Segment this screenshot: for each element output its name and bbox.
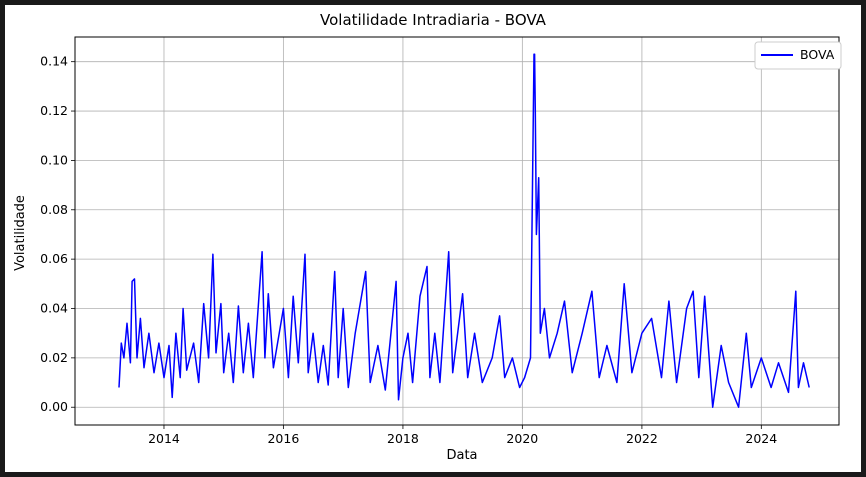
legend: BOVA: [754, 41, 842, 70]
x-tick-label: 2020: [506, 431, 538, 446]
x-tick-label: 2014: [148, 431, 180, 446]
legend-box: [754, 41, 842, 70]
y-axis-ticks: 0.00 0.02 0.04 0.06 0.08 0.10 0.12 0.14: [40, 54, 75, 414]
y-axis-label: Volatilidade: [13, 195, 28, 271]
y-tick-label: 0.10: [40, 152, 68, 167]
series-line-bova: [118, 53, 810, 408]
x-tick-label: 2022: [626, 431, 658, 446]
chart-figure: Volatilidade Intradiaria - BOVA 2014 2016…: [5, 5, 861, 472]
chart-svg: Volatilidade Intradiaria - BOVA 2014 2016…: [13, 11, 842, 463]
series-layer: [118, 53, 810, 408]
x-axis-label: Data: [446, 448, 477, 463]
x-tick-label: 2016: [267, 431, 299, 446]
y-tick-label: 0.04: [40, 301, 68, 316]
legend-label-bova: BOVA: [800, 47, 835, 62]
y-tick-label: 0.02: [40, 350, 68, 365]
y-tick-label: 0.12: [40, 103, 68, 118]
plot-frame: [74, 36, 840, 426]
chart-title: Volatilidade Intradiaria - BOVA: [320, 11, 547, 29]
x-axis-ticks: 2014 2016 2018 2020 2022 2024: [148, 425, 777, 446]
x-tick-label: 2018: [387, 431, 419, 446]
y-tick-label: 0.06: [40, 251, 68, 266]
y-tick-label: 0.00: [40, 399, 68, 414]
grid-lines: [75, 37, 839, 425]
x-tick-label: 2024: [745, 431, 777, 446]
y-tick-label: 0.08: [40, 202, 68, 217]
y-tick-label: 0.14: [40, 54, 68, 69]
